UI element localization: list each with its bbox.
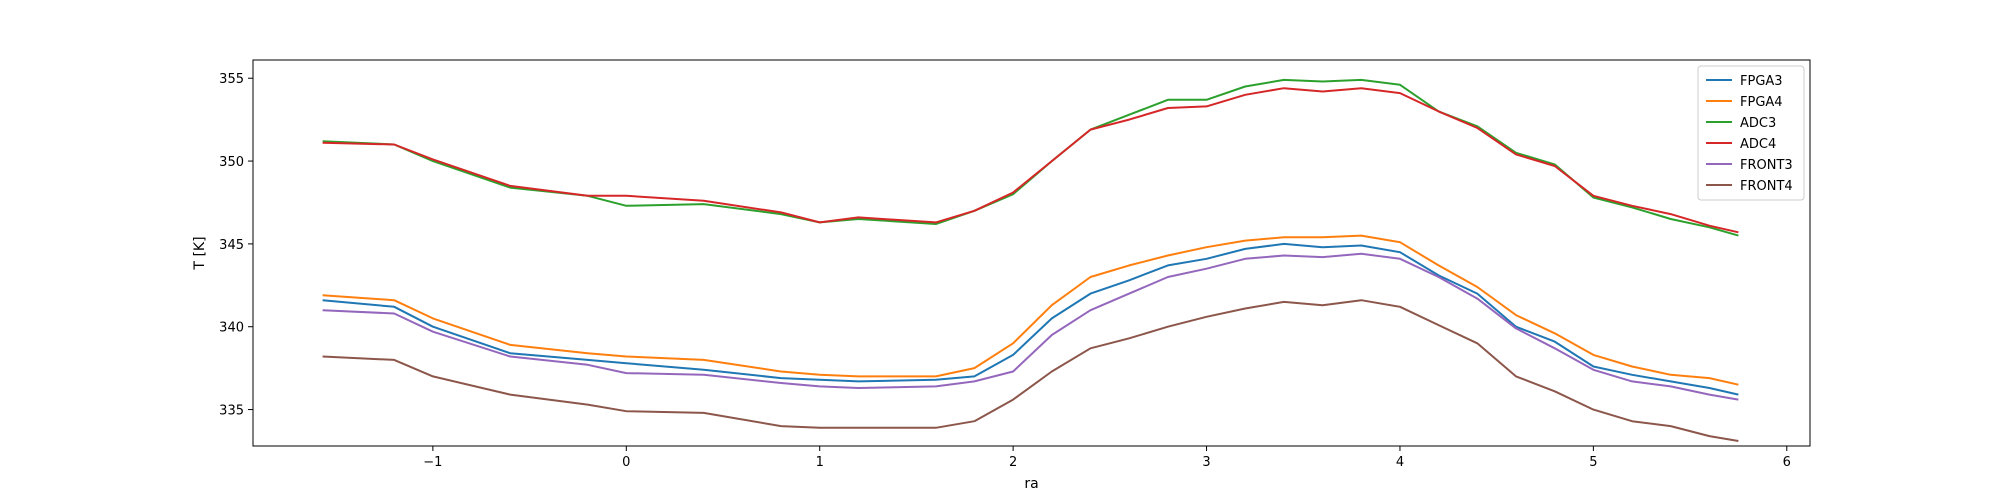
x-tick-label: 3 — [1202, 455, 1210, 470]
y-tick-label: 350 — [219, 155, 244, 170]
y-tick-label: 335 — [219, 404, 244, 419]
legend-label: FRONT3 — [1740, 158, 1793, 173]
x-tick-label: 0 — [622, 455, 630, 470]
x-tick-label: −1 — [423, 455, 442, 470]
series-line-adc4 — [322, 87, 1739, 234]
x-tick-label: 6 — [1783, 455, 1791, 470]
series-line-adc3 — [322, 78, 1739, 237]
legend-label: ADC4 — [1740, 137, 1776, 152]
series-line-fpga3 — [322, 242, 1739, 396]
legend-label: ADC3 — [1740, 116, 1776, 131]
y-axis: 335 340 345 350 355 — [219, 72, 253, 419]
legend-label: FRONT4 — [1740, 179, 1793, 194]
y-tick-label: 340 — [219, 321, 244, 336]
x-tick-label: 4 — [1396, 455, 1404, 470]
y-tick-label: 345 — [219, 238, 244, 253]
legend-box — [1697, 65, 1805, 201]
series-line-fpga4 — [322, 234, 1739, 386]
legend-label: FPGA4 — [1740, 95, 1783, 110]
x-axis: −1 0 1 2 3 4 5 6 — [423, 446, 1791, 470]
series-line-front3 — [322, 252, 1739, 401]
legend: FPGA3 FPGA4 ADC3 ADC4 FRONT3 FRONT4 — [1697, 65, 1805, 201]
x-tick-label: 2 — [1009, 455, 1017, 470]
x-tick-label: 1 — [816, 455, 824, 470]
legend-label: FPGA3 — [1740, 74, 1783, 89]
y-axis-label: T [K] — [192, 236, 208, 270]
series-line-front4 — [322, 299, 1739, 442]
x-axis-label: ra — [1024, 476, 1038, 492]
x-tick-label: 5 — [1589, 455, 1597, 470]
plot-frame — [252, 59, 1811, 447]
y-tick-label: 355 — [219, 72, 244, 87]
series-layer — [322, 78, 1739, 442]
